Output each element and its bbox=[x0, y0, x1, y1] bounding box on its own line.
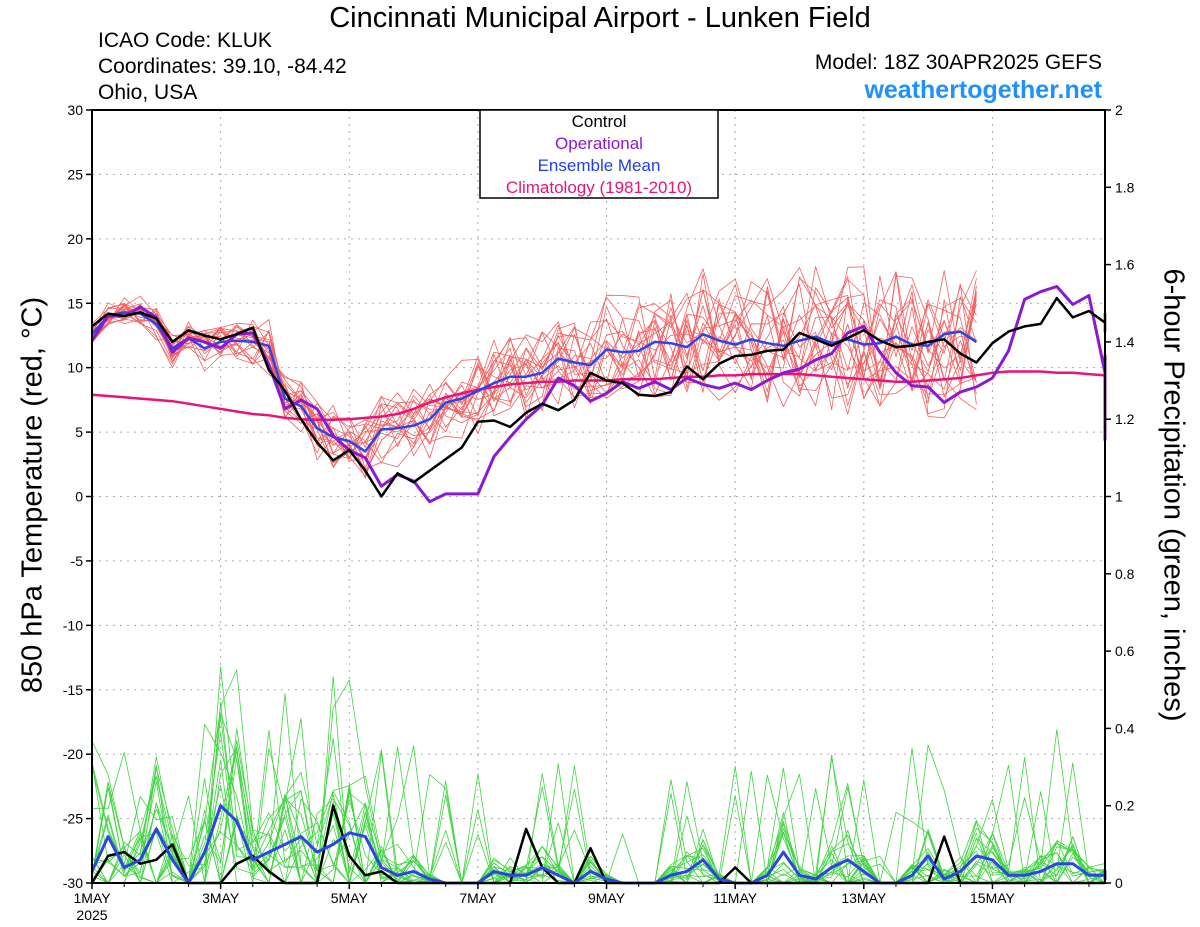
y-right-tick-label: 0 bbox=[1115, 875, 1123, 891]
legend-entry: Control bbox=[572, 112, 627, 131]
temp-member-line bbox=[91, 277, 977, 464]
temp-member-line bbox=[91, 271, 977, 470]
y-left-tick-label: 5 bbox=[75, 424, 83, 440]
y-right-tick-label: 0.2 bbox=[1115, 798, 1135, 814]
legend-entry: Climatology (1981-2010) bbox=[506, 178, 692, 197]
x-tick-label: 1MAY bbox=[73, 890, 111, 906]
precip-member-line bbox=[91, 679, 1106, 884]
series-lines bbox=[90, 285, 1107, 885]
temp-member-line bbox=[91, 270, 977, 454]
y-right-tick-label: 1.6 bbox=[1115, 257, 1135, 273]
y-left-tick-label: 30 bbox=[67, 102, 83, 118]
temp-members bbox=[91, 266, 977, 479]
axes: -30-25-20-15-10-505101520253000.20.40.60… bbox=[63, 102, 1135, 923]
site-brand[interactable]: weathertogether.net bbox=[864, 76, 1102, 104]
x-tick-label: 9MAY bbox=[588, 890, 626, 906]
temp-mean-line bbox=[91, 311, 978, 453]
x-tick-label: 5MAY bbox=[331, 890, 369, 906]
x-tick-year: 2025 bbox=[76, 907, 107, 923]
temp-member-line bbox=[91, 278, 977, 474]
temp-member-line bbox=[91, 267, 977, 455]
temp-member-line bbox=[91, 283, 977, 459]
y-left-tick-label: -5 bbox=[71, 553, 84, 569]
precip-members bbox=[91, 666, 1106, 884]
y-right-tick-label: 0.6 bbox=[1115, 643, 1135, 659]
coordinates: Coordinates: 39.10, -84.42 bbox=[98, 55, 347, 78]
temp-member-line bbox=[91, 297, 977, 448]
y-left-tick-label: 20 bbox=[67, 231, 83, 247]
y-left-tick-label: -10 bbox=[63, 617, 83, 633]
y-left-tick-label: 0 bbox=[75, 489, 83, 505]
y-left-tick-label: -25 bbox=[63, 811, 83, 827]
y-right-tick-label: 2 bbox=[1115, 102, 1123, 118]
legend-entry: Ensemble Mean bbox=[538, 156, 661, 175]
location: Ohio, USA bbox=[98, 81, 198, 104]
x-tick-label: 7MAY bbox=[459, 890, 497, 906]
temp-member-line bbox=[91, 268, 977, 464]
legend: Control Operational Ensemble Mean Climatolo… bbox=[479, 109, 719, 199]
icao-code: ICAO Code: KLUK bbox=[98, 29, 272, 52]
climatology-line bbox=[91, 370, 1107, 422]
legend-entry: Operational bbox=[555, 134, 643, 153]
x-tick-label: 15MAY bbox=[970, 890, 1016, 906]
temp-operational-line bbox=[90, 285, 1107, 504]
y-right-tick-label: 1.4 bbox=[1115, 334, 1135, 350]
y-right-tick-label: 0.8 bbox=[1115, 566, 1135, 582]
grid bbox=[92, 110, 1105, 883]
model-run: Model: 18Z 30APR2025 GEFS bbox=[814, 51, 1102, 74]
y-left-tick-label: 10 bbox=[67, 360, 83, 376]
temp-member-line bbox=[91, 284, 977, 470]
y-left-tick-label: -15 bbox=[63, 682, 83, 698]
temp-member-line bbox=[91, 275, 977, 479]
legend-box bbox=[479, 109, 719, 199]
y-left-tick-label: 15 bbox=[67, 295, 83, 311]
y-right-tick-label: 1 bbox=[1115, 489, 1123, 505]
x-tick-label: 13MAY bbox=[841, 890, 887, 906]
y-left-tick-label: 25 bbox=[67, 166, 83, 182]
x-tick-label: 11MAY bbox=[713, 890, 757, 906]
y-left-tick-label: -20 bbox=[63, 746, 83, 762]
y-right-tick-label: 0.4 bbox=[1115, 720, 1135, 736]
precip-control-line bbox=[90, 804, 1105, 885]
y-left-tick-label: -30 bbox=[63, 875, 83, 891]
chart-title: Cincinnati Municipal Airport - Lunken Fi… bbox=[329, 2, 871, 34]
x-tick-label: 3MAY bbox=[202, 890, 240, 906]
y-right-tick-label: 1.2 bbox=[1115, 411, 1135, 427]
y-right-tick-label: 1.8 bbox=[1115, 179, 1135, 195]
temp-control-line bbox=[91, 296, 1107, 498]
